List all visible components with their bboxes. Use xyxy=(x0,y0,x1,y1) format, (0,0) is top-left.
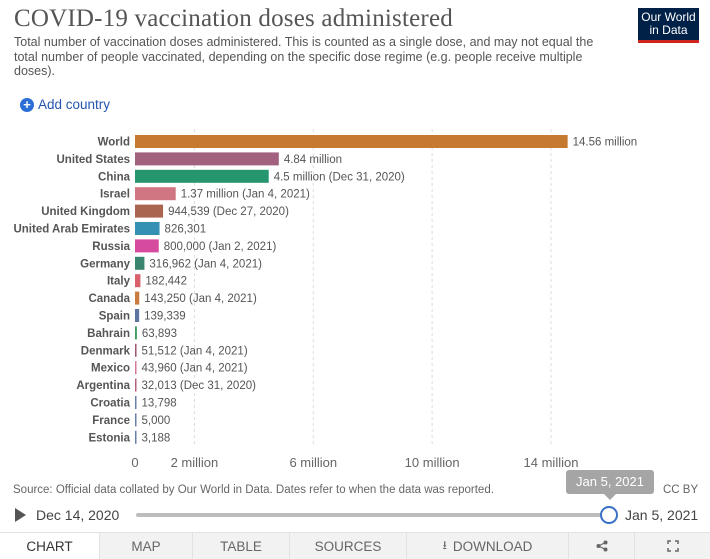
bar xyxy=(135,309,140,322)
tab-sources[interactable]: SOURCES xyxy=(290,533,407,559)
category-label: Denmark xyxy=(81,345,131,357)
x-tick-label: 0 xyxy=(131,455,138,470)
bar xyxy=(135,326,137,340)
value-label: 43,960 (Jan 4, 2021) xyxy=(142,363,248,375)
add-country-button[interactable]: + Add country xyxy=(20,97,110,112)
tab-download-label: DOWNLOAD xyxy=(452,538,533,554)
category-label: France xyxy=(92,415,130,427)
value-label: 944,539 (Dec 27, 2020) xyxy=(168,206,289,218)
category-label: Argentina xyxy=(76,380,130,392)
tab-table[interactable]: TABLE xyxy=(193,533,290,559)
category-label: Mexico xyxy=(91,363,130,375)
category-label: China xyxy=(98,171,131,183)
fullscreen-button[interactable] xyxy=(635,533,710,559)
x-tick-label: 2 million xyxy=(171,455,219,470)
value-label: 800,000 (Jan 2, 2021) xyxy=(164,241,277,253)
timeline-start-label[interactable]: Dec 14, 2020 xyxy=(36,507,120,523)
tab-chart[interactable]: CHART xyxy=(0,533,100,559)
value-label: 1.37 million (Jan 4, 2021) xyxy=(181,189,310,201)
bar xyxy=(135,378,137,392)
timeline-handle[interactable] xyxy=(600,506,618,524)
bar xyxy=(135,291,140,305)
bar xyxy=(135,152,279,166)
bar xyxy=(135,256,145,270)
category-label: Estonia xyxy=(88,432,130,444)
value-label: 14.56 million xyxy=(573,137,638,149)
value-label: 316,962 (Jan 4, 2021) xyxy=(149,258,262,270)
category-label: Croatia xyxy=(90,398,130,410)
category-label: World xyxy=(98,137,130,149)
bar xyxy=(135,169,269,183)
value-label: 51,512 (Jan 4, 2021) xyxy=(142,345,248,357)
play-icon[interactable] xyxy=(15,508,26,522)
value-label: 5,000 xyxy=(142,415,171,427)
bar xyxy=(135,187,176,201)
category-label: Germany xyxy=(80,258,130,270)
category-label: United States xyxy=(57,154,131,166)
tab-map[interactable]: MAP xyxy=(100,533,193,559)
value-label: 4.84 million xyxy=(284,154,342,166)
source-note: Source: Official data collated by Our Wo… xyxy=(13,484,494,496)
logo-line-2: in Data xyxy=(649,23,688,37)
chart-subtitle: Total number of vaccination doses admini… xyxy=(14,35,594,78)
bar xyxy=(135,274,141,288)
x-tick-label: 14 million xyxy=(524,455,579,470)
bar xyxy=(135,413,137,427)
bar-chart: 0 2 million 6 million 10 million 14 million W… xyxy=(13,129,638,470)
category-label: Italy xyxy=(107,276,131,288)
fullscreen-icon xyxy=(666,540,679,552)
bar xyxy=(135,239,159,253)
value-label: 3,188 xyxy=(142,432,171,444)
value-label: 826,301 xyxy=(165,224,207,236)
timeline-tooltip: Jan 5, 2021 xyxy=(566,470,654,500)
bar xyxy=(135,135,568,148)
category-label: Bahrain xyxy=(87,328,130,340)
category-label: Canada xyxy=(88,293,130,305)
timeline-track[interactable] xyxy=(136,513,609,517)
tab-download[interactable]: ⭳ DOWNLOAD xyxy=(407,533,569,559)
download-icon: ⭳ xyxy=(442,537,447,552)
tab-bar: CHART MAP TABLE SOURCES ⭳ DOWNLOAD xyxy=(0,532,710,559)
value-label: 13,798 xyxy=(142,398,177,410)
value-label: 63,893 xyxy=(142,328,177,340)
logo-line-1: Our World xyxy=(641,10,696,24)
bar xyxy=(135,204,164,218)
value-label: 32,013 (Dec 31, 2020) xyxy=(142,380,257,392)
owid-logo[interactable]: Our World in Data xyxy=(638,8,699,43)
value-label: 182,442 xyxy=(145,276,187,288)
bar xyxy=(135,396,137,409)
x-tick-label: 6 million xyxy=(289,455,337,470)
share-button[interactable] xyxy=(569,533,635,559)
add-country-label: Add country xyxy=(38,97,111,112)
license-link[interactable]: CC BY xyxy=(663,484,699,496)
bar xyxy=(135,430,137,444)
value-label: 139,339 xyxy=(144,311,186,323)
value-label: 143,250 (Jan 4, 2021) xyxy=(144,293,257,305)
bar xyxy=(135,361,137,375)
value-label: 4.5 million (Dec 31, 2020) xyxy=(274,171,405,183)
chart-title: COVID-19 vaccination doses administered xyxy=(14,5,453,32)
category-label: United Kingdom xyxy=(41,206,130,218)
x-tick-label: 10 million xyxy=(405,455,460,470)
share-icon xyxy=(596,540,607,552)
bar xyxy=(135,343,137,357)
bar xyxy=(135,222,160,235)
category-label: United Arab Emirates xyxy=(13,224,130,236)
category-label: Russia xyxy=(92,241,130,253)
timeline-end-label[interactable]: Jan 5, 2021 xyxy=(625,507,699,523)
plus-circle-icon: + xyxy=(20,97,34,112)
category-label: Spain xyxy=(99,311,130,323)
category-label: Israel xyxy=(100,189,130,201)
